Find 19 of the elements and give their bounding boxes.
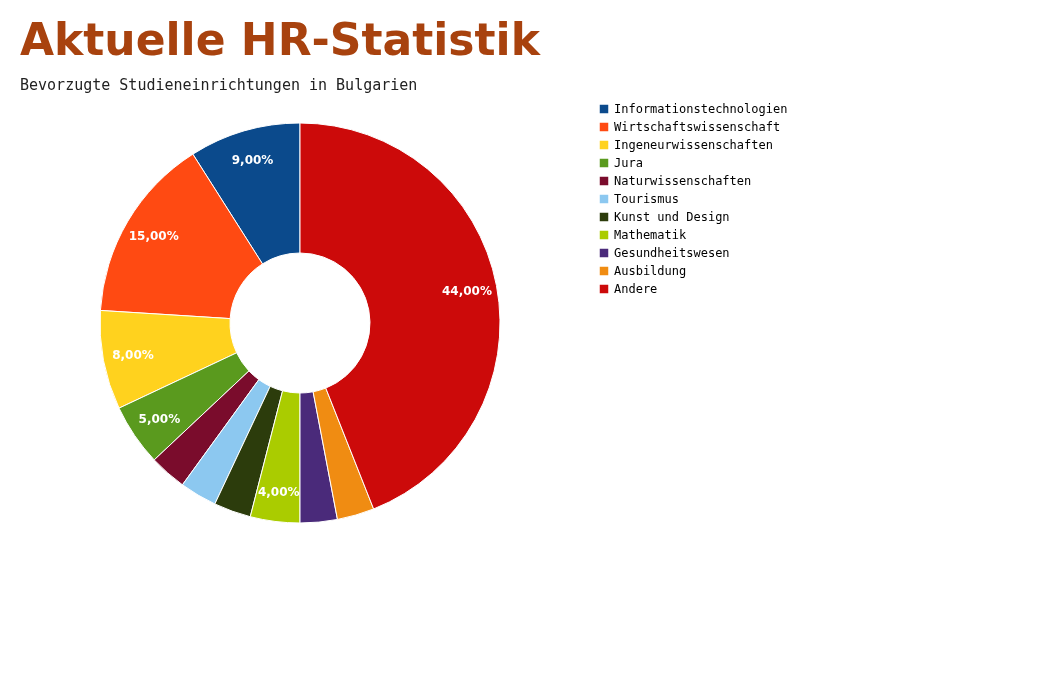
legend-label: Tourismus	[614, 192, 680, 206]
legend-label: Naturwissenschaften	[614, 174, 752, 188]
data-label: 4,00%	[257, 484, 300, 499]
legend-label: Informationstechnologien	[614, 102, 788, 116]
legend-label: Kunst und Design	[614, 210, 730, 224]
data-label: 44,00%	[442, 284, 492, 299]
legend-label: Ausbildung	[614, 264, 687, 278]
chart-subtitle: Bevorzugte Studieneinrichtungen in Bulgarien	[20, 76, 418, 94]
legend-label: Jura	[614, 156, 643, 170]
legend-label: Wirtschaftswissenschaft	[614, 120, 781, 134]
data-label: 5,00%	[138, 411, 181, 426]
data-label: 8,00%	[112, 347, 154, 362]
chart-title: Aktuelle HR-Statistik	[20, 14, 542, 65]
legend-label: Mathematik	[614, 228, 688, 242]
legend-label: Gesundheitswesen	[614, 246, 730, 260]
data-label: 9,00%	[231, 152, 274, 167]
legend-label: Ingeneurwissenschaften	[614, 138, 773, 152]
data-label: 15,00%	[128, 229, 179, 244]
legend-label: Andere	[614, 282, 658, 296]
